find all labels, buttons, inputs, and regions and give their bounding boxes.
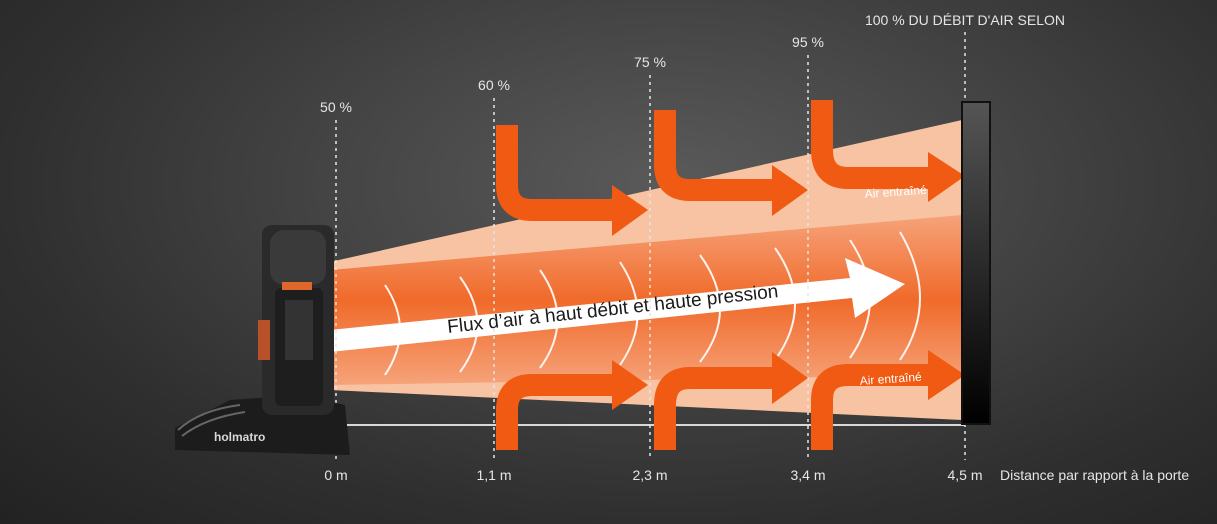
entrained-air-top-label: Air entraîné — [864, 183, 927, 201]
pct-label-95: 95 % — [792, 34, 824, 50]
entrained-arrows-top — [496, 100, 930, 221]
fan-device — [175, 225, 350, 455]
pct-label-75: 75 % — [634, 54, 666, 70]
entrained-arrows-bottom — [496, 364, 930, 450]
pct-label-100: 100 % DU DÉBIT D'AIR SELON — [865, 12, 1065, 28]
dist-label-1: 1,1 m — [476, 467, 511, 483]
pct-label-50: 50 % — [320, 99, 352, 115]
dist-label-2: 2,3 m — [632, 467, 667, 483]
pct-label-60: 60 % — [478, 77, 510, 93]
distance-axis-label: Distance par rapport à la porte — [1000, 467, 1189, 483]
brand-logo: holmatro — [214, 430, 265, 444]
entrained-air-bottom-label: Air entraîné — [859, 370, 922, 388]
door — [961, 101, 991, 425]
dist-label-0: 0 m — [324, 467, 347, 483]
main-flow-arrow — [330, 258, 905, 352]
arrowheads-bottom — [612, 350, 965, 410]
arrowheads-top — [612, 152, 965, 236]
dist-label-4: 4,5 m — [947, 467, 982, 483]
dist-label-3: 3,4 m — [790, 467, 825, 483]
